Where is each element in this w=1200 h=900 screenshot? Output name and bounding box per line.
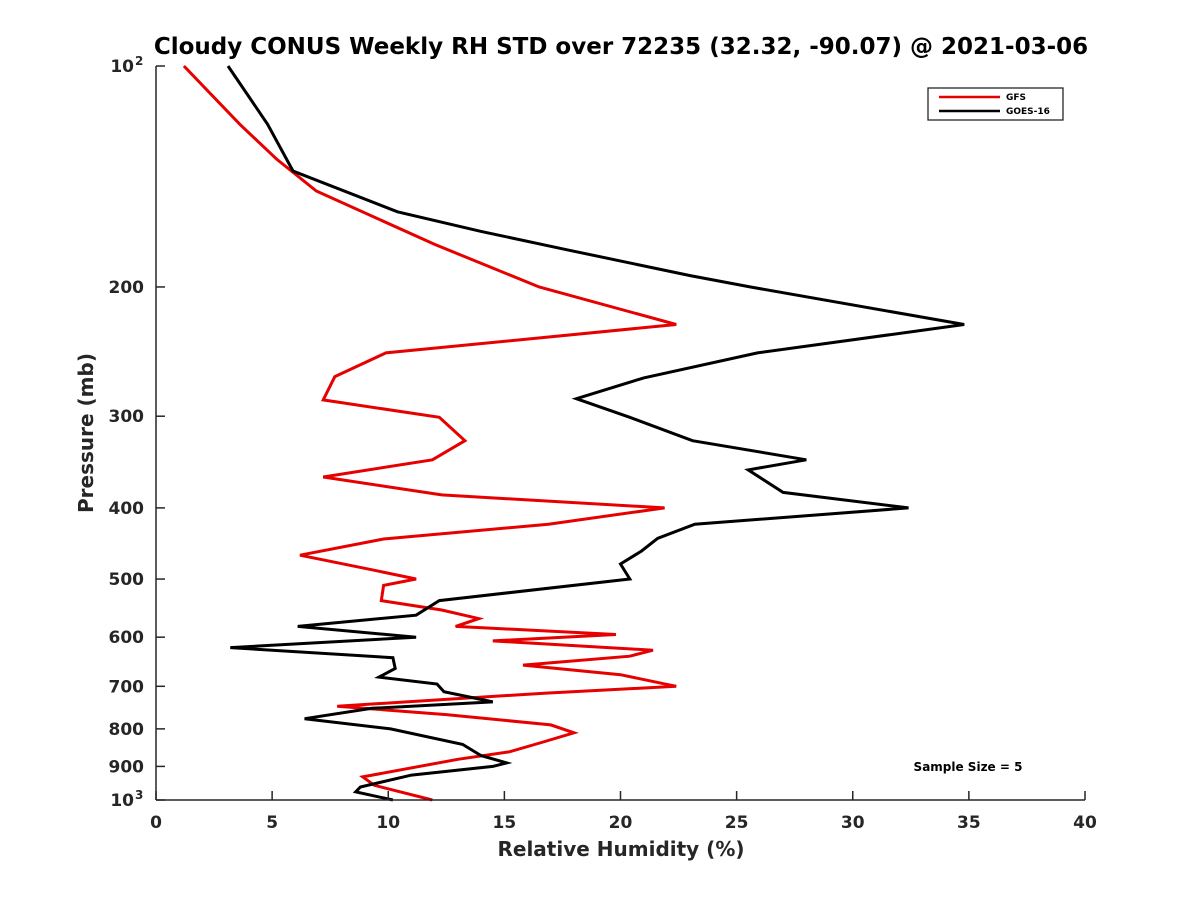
y-tick-exponent: 3 bbox=[135, 788, 143, 802]
y-tick-label: 10 bbox=[110, 57, 134, 77]
plot-area bbox=[182, 64, 965, 802]
legend-box bbox=[927, 87, 1064, 121]
y-tick-label: 300 bbox=[109, 407, 145, 427]
x-tick-label: 20 bbox=[609, 813, 633, 833]
x-tick-label: 5 bbox=[266, 813, 278, 833]
y-axis-label: Pressure (mb) bbox=[74, 353, 98, 513]
sample-size-annotation: Sample Size = 5 bbox=[914, 760, 1023, 774]
x-tick-label: 10 bbox=[376, 813, 400, 833]
x-tick-label: 15 bbox=[493, 813, 517, 833]
series-line-goes16 bbox=[226, 65, 965, 802]
y-tick-label: 800 bbox=[109, 720, 145, 740]
y-tick-exponent: 2 bbox=[135, 54, 143, 68]
y-tick-label: 600 bbox=[109, 628, 145, 648]
legend-label-goes16: GOES-16 bbox=[1006, 107, 1050, 117]
x-tick-label: 40 bbox=[1073, 813, 1097, 833]
x-tick-label: 30 bbox=[841, 813, 865, 833]
x-axis-label: Relative Humidity (%) bbox=[497, 837, 744, 861]
y-tick-label: 200 bbox=[109, 278, 145, 298]
x-tick-label: 0 bbox=[150, 813, 162, 833]
x-tick-label: 35 bbox=[957, 813, 981, 833]
chart-title: Cloudy CONUS Weekly RH STD over 72235 (3… bbox=[154, 34, 1088, 60]
x-tick-label: 25 bbox=[725, 813, 749, 833]
legend: GFS GOES-16 bbox=[927, 87, 1064, 121]
series-line-gfs bbox=[182, 64, 677, 802]
y-tick-label: 500 bbox=[109, 570, 145, 590]
legend-label-gfs: GFS bbox=[1006, 93, 1026, 103]
y-tick-label: 400 bbox=[109, 499, 145, 519]
y-tick-label: 10 bbox=[110, 791, 134, 811]
y-tick-label: 900 bbox=[109, 757, 145, 777]
y-tick-label: 700 bbox=[109, 677, 145, 697]
